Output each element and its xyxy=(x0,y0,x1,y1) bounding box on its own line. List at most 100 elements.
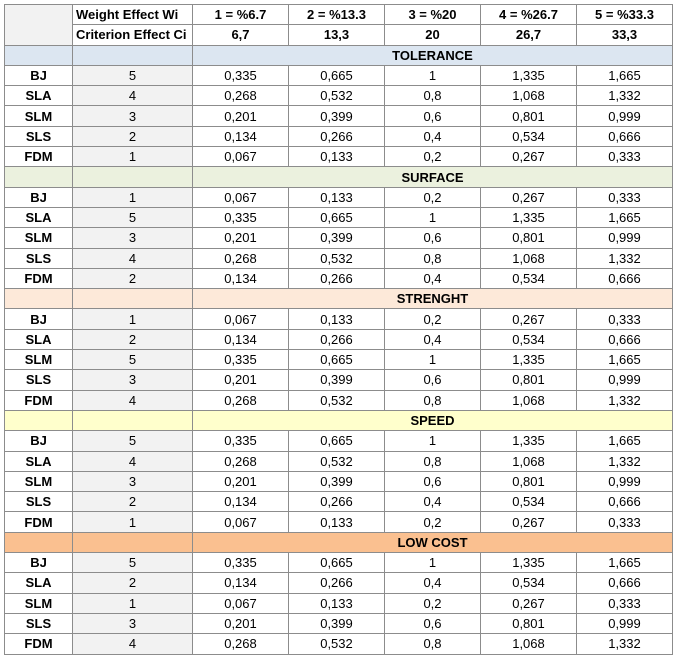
weighted-value: 0,399 xyxy=(288,369,385,391)
weighted-value: 0,534 xyxy=(480,491,577,513)
criterion-score: 2 xyxy=(72,125,193,148)
weighted-value: 0,4 xyxy=(384,572,481,594)
data-row: SLA 4 0,268 0,532 0,8 1,068 1,332 xyxy=(4,85,673,107)
spreadsheet-table: Weight Effect Wi 1 = %6.7 2 = %13.3 3 = %20… xyxy=(4,3,673,655)
data-row: BJ 5 0,335 0,665 1 1,335 1,665 xyxy=(4,552,673,574)
criterion-score: 2 xyxy=(72,267,193,290)
weighted-value: 0,999 xyxy=(576,369,673,391)
weighted-value: 1,665 xyxy=(576,64,673,87)
section-title: SPEED xyxy=(192,409,673,432)
weighted-value: 0,201 xyxy=(192,227,289,249)
method-label: SLM xyxy=(4,592,73,614)
weighted-value: 0,8 xyxy=(384,85,481,107)
weighted-value: 0,335 xyxy=(192,206,289,229)
weighted-value: 0,532 xyxy=(288,450,385,472)
method-label: SLS xyxy=(4,125,73,148)
weighted-value: 0,134 xyxy=(192,267,289,290)
weighted-value: 0,268 xyxy=(192,85,289,107)
section-spacer xyxy=(72,409,193,432)
weighted-value: 0,532 xyxy=(288,247,385,269)
method-label: BJ xyxy=(4,186,73,208)
criterion-score: 1 xyxy=(72,592,193,614)
weighted-value: 0,666 xyxy=(576,267,673,290)
criterion-score: 5 xyxy=(72,430,193,452)
header-cell: 3 = %20 xyxy=(384,3,481,26)
section-spacer xyxy=(4,531,73,554)
method-label: SLA xyxy=(4,328,73,351)
weighted-value: 1,332 xyxy=(576,85,673,107)
weighted-value: 0,134 xyxy=(192,572,289,594)
section-spacer xyxy=(4,44,73,66)
weighted-value: 0,266 xyxy=(288,491,385,513)
weighted-value: 0,201 xyxy=(192,612,289,635)
weighted-value: 0,665 xyxy=(288,349,385,371)
method-label: SLM xyxy=(4,227,73,249)
data-row: SLS 4 0,268 0,532 0,8 1,068 1,332 xyxy=(4,247,673,269)
weighted-value: 0,2 xyxy=(384,308,481,330)
weighted-value: 0,4 xyxy=(384,267,481,290)
criterion-score: 4 xyxy=(72,450,193,472)
method-label: BJ xyxy=(4,308,73,330)
criterion-score: 5 xyxy=(72,206,193,229)
weighted-value: 1,335 xyxy=(480,64,577,87)
weighted-value: 0,266 xyxy=(288,125,385,148)
weighted-value: 0,666 xyxy=(576,491,673,513)
section-title: STRENGHT xyxy=(192,288,673,310)
data-row: FDM 2 0,134 0,266 0,4 0,534 0,666 xyxy=(4,267,673,290)
weighted-value: 1 xyxy=(384,349,481,371)
header-cell: Weight Effect Wi xyxy=(72,3,193,26)
data-row: FDM 4 0,268 0,532 0,8 1,068 1,332 xyxy=(4,389,673,411)
data-row: SLS 3 0,201 0,399 0,6 0,801 0,999 xyxy=(4,369,673,391)
weighted-value: 1,332 xyxy=(576,633,673,655)
weighted-value: 0,999 xyxy=(576,105,673,127)
weighted-value: 0,532 xyxy=(288,389,385,411)
criterion-score: 3 xyxy=(72,227,193,249)
weighted-value: 0,067 xyxy=(192,511,289,533)
weighted-value: 0,8 xyxy=(384,247,481,269)
weighted-value: 0,067 xyxy=(192,146,289,168)
section-title: SURFACE xyxy=(192,166,673,188)
criterion-score: 3 xyxy=(72,105,193,127)
weighted-value: 0,6 xyxy=(384,227,481,249)
weighted-value: 1,665 xyxy=(576,349,673,371)
criterion-score: 2 xyxy=(72,328,193,351)
weighted-value: 0,801 xyxy=(480,227,577,249)
weighted-value: 0,801 xyxy=(480,105,577,127)
weighted-value: 0,133 xyxy=(288,186,385,208)
criterion-score: 4 xyxy=(72,85,193,107)
weighted-value: 1,068 xyxy=(480,389,577,411)
section-spacer xyxy=(72,166,193,188)
weighted-value: 0,335 xyxy=(192,552,289,574)
weighted-value: 0,399 xyxy=(288,105,385,127)
weighted-value: 0,266 xyxy=(288,572,385,594)
weighted-value: 1,068 xyxy=(480,450,577,472)
data-row: FDM 1 0,067 0,133 0,2 0,267 0,333 xyxy=(4,511,673,533)
data-row: BJ 5 0,335 0,665 1 1,335 1,665 xyxy=(4,64,673,87)
weighted-value: 0,6 xyxy=(384,470,481,493)
weighted-value: 0,267 xyxy=(480,592,577,614)
criterion-score: 4 xyxy=(72,247,193,269)
header-cell: 20 xyxy=(384,24,481,46)
method-label: BJ xyxy=(4,552,73,574)
weighted-value: 0,333 xyxy=(576,308,673,330)
weighted-value: 0,999 xyxy=(576,470,673,493)
weighted-value: 0,534 xyxy=(480,328,577,351)
method-label: FDM xyxy=(4,511,73,533)
weighted-value: 0,999 xyxy=(576,227,673,249)
data-row: FDM 4 0,268 0,532 0,8 1,068 1,332 xyxy=(4,633,673,655)
section-title: TOLERANCE xyxy=(192,44,673,66)
weighted-value: 1,665 xyxy=(576,552,673,574)
method-label: FDM xyxy=(4,633,73,655)
weighted-value: 0,2 xyxy=(384,592,481,614)
weighted-value: 0,266 xyxy=(288,328,385,351)
weighted-value: 0,534 xyxy=(480,125,577,148)
weighted-value: 1 xyxy=(384,430,481,452)
weighted-value: 0,268 xyxy=(192,633,289,655)
header-row: Criterion Effect Ci 6,7 13,3 20 26,7 33,3 xyxy=(5,24,673,46)
weighted-value: 1,332 xyxy=(576,389,673,411)
weighted-value: 0,8 xyxy=(384,633,481,655)
section-spacer xyxy=(72,288,193,310)
header-row: Weight Effect Wi 1 = %6.7 2 = %13.3 3 = %20… xyxy=(4,3,673,46)
method-label: FDM xyxy=(4,389,73,411)
